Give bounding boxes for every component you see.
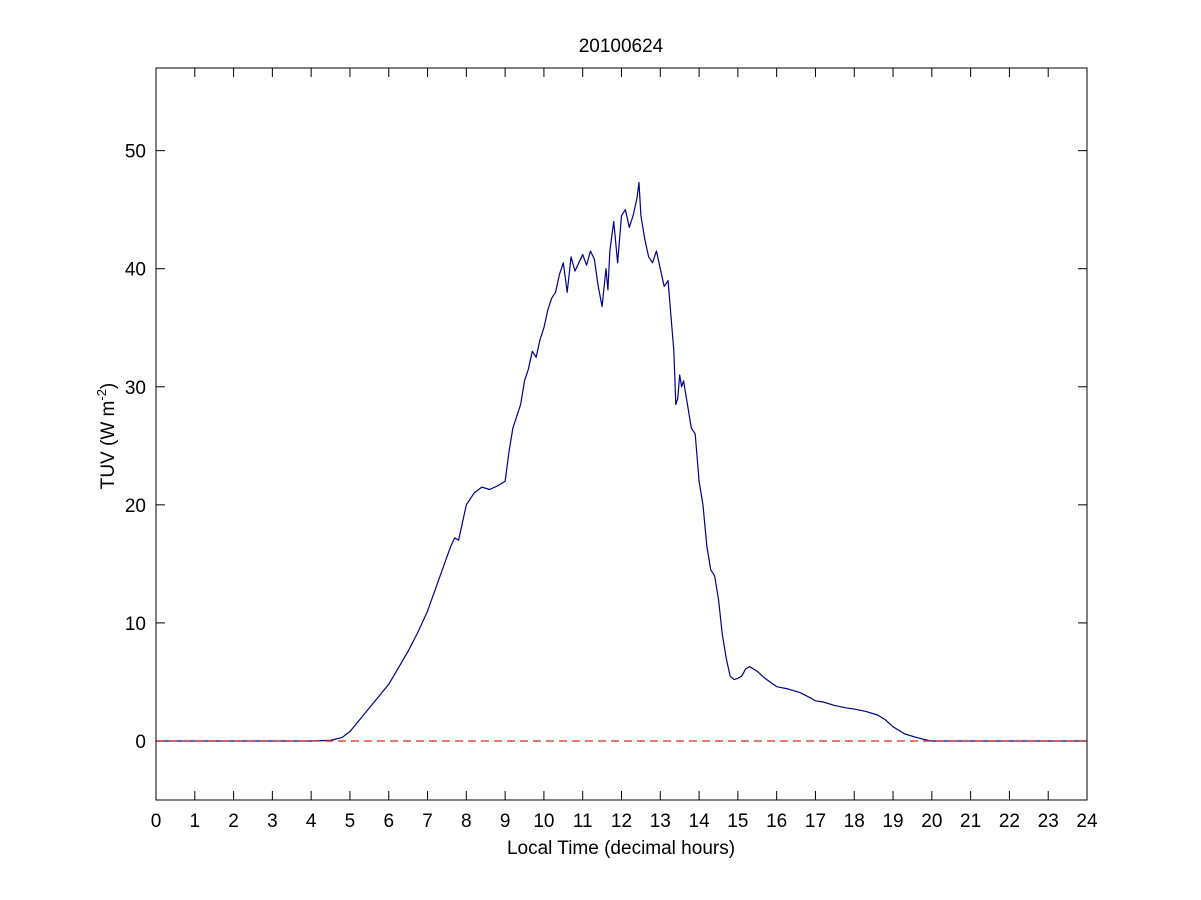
y-axis-label-suffix: )	[98, 383, 119, 389]
y-tick-label: 0	[135, 732, 146, 753]
y-tick-label: 30	[125, 378, 146, 399]
y-tick-label: 20	[125, 496, 146, 517]
chart-title: 20100624	[579, 36, 664, 57]
x-tick-label: 23	[1038, 811, 1059, 832]
x-tick-label: 11	[573, 811, 593, 832]
x-tick-label: 17	[805, 811, 826, 832]
x-tick-label: 3	[267, 811, 278, 832]
x-tick-label: 8	[461, 811, 472, 832]
x-tick-label: 6	[383, 811, 394, 832]
x-tick-label: 9	[500, 811, 511, 832]
series-layer	[156, 181, 1087, 742]
x-tick-label: 14	[689, 811, 711, 832]
x-tick-label: 1	[190, 811, 201, 832]
x-tick-label: 12	[611, 811, 632, 832]
y-tick-label: 40	[125, 260, 146, 281]
x-tick-label: 20	[921, 811, 942, 832]
x-tick-label: 2	[228, 811, 239, 832]
tuv-series-line	[156, 181, 1087, 742]
x-tick-label: 13	[650, 811, 671, 832]
x-tick-label: 0	[151, 811, 162, 832]
x-tick-label: 5	[345, 811, 356, 832]
plot-frame	[155, 67, 1088, 801]
x-tick-label: 19	[882, 811, 903, 832]
y-tick-label: 10	[125, 614, 146, 635]
x-tick-label: 24	[1076, 811, 1098, 832]
x-tick-label: 18	[844, 811, 865, 832]
y-tick-label: 50	[125, 142, 146, 163]
x-axis-label: Local Time (decimal hours)	[507, 838, 735, 859]
x-tick-label: 7	[422, 811, 433, 832]
x-tick-label: 21	[960, 811, 981, 832]
x-tick-label: 16	[766, 811, 787, 832]
x-tick-label: 4	[306, 811, 317, 832]
y-axis-label-exponent: -2	[94, 389, 109, 401]
x-tick-label: 22	[999, 811, 1020, 832]
y-axis-label: TUV (W m-2)	[94, 383, 119, 490]
x-tick-label: 10	[533, 811, 554, 832]
x-tick-label: 15	[727, 811, 748, 832]
y-axis-label-main: TUV (W m	[98, 401, 119, 490]
ticks-layer: 0 1 2 3 4 5 6 7 8 9 10 11 12 13 14 15 16 17 18 19 20 21 22 23 24…	[125, 68, 1098, 832]
